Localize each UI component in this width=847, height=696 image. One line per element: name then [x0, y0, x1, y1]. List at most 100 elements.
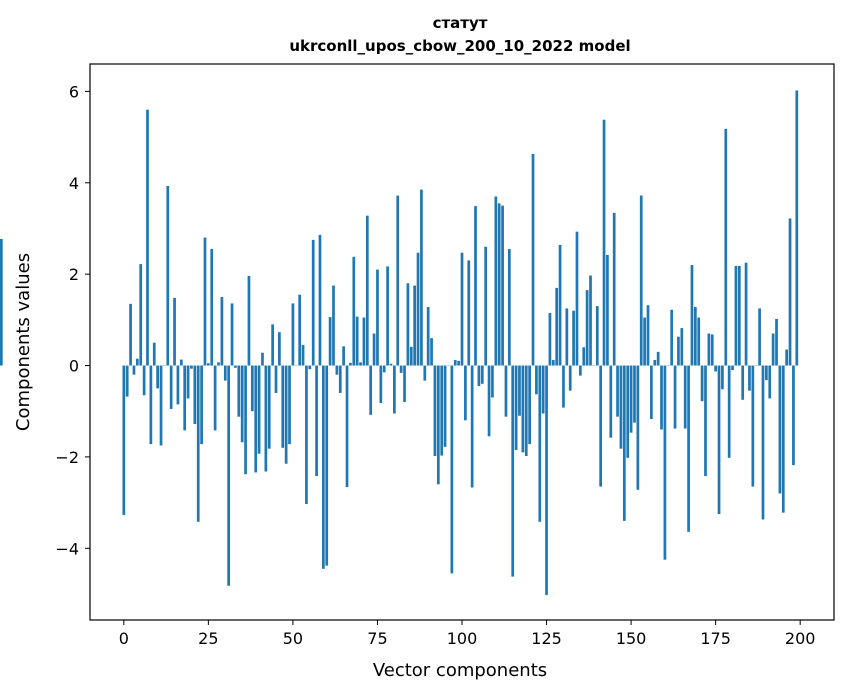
bar-153 [639, 195, 643, 366]
bar-196 [785, 349, 789, 366]
bar-192 [771, 333, 775, 366]
bar-100 [460, 252, 464, 366]
bar-71 [362, 317, 366, 366]
bar-129 [558, 244, 562, 366]
bar-154 [643, 317, 646, 366]
y-tick-label: −4 [55, 539, 79, 558]
bar-41 [261, 352, 264, 366]
bar-109 [491, 365, 494, 398]
bar-32 [230, 303, 234, 366]
bar-130 [562, 365, 565, 408]
bar-14 [169, 365, 173, 409]
bar-2 [129, 303, 132, 366]
bar-198 [792, 365, 795, 466]
bar-84 [406, 283, 410, 366]
bar-26 [210, 249, 214, 366]
bar-114 [507, 249, 511, 366]
bar-85 [409, 346, 413, 366]
bar-124 [541, 365, 545, 414]
bar-181 [734, 265, 738, 366]
bar-97 [450, 365, 454, 574]
bar-199 [795, 90, 799, 366]
bar-98 [453, 360, 457, 366]
bar-89 [423, 365, 427, 381]
bar-144 [609, 365, 613, 438]
bar-171 [700, 365, 704, 402]
bar-33 [234, 365, 237, 368]
bar-45 [274, 365, 278, 393]
bar-107 [484, 246, 488, 366]
bar-145 [612, 212, 616, 366]
bar-95 [443, 365, 447, 447]
bar-16 [176, 365, 180, 405]
bar-28 [217, 362, 220, 366]
bar-38 [250, 365, 254, 412]
bar-81 [396, 195, 400, 366]
x-tick-label: 100 [447, 629, 478, 648]
bar-25 [207, 363, 210, 366]
bar-42 [264, 365, 268, 472]
bar-50 [291, 303, 295, 366]
bar-122 [535, 365, 538, 395]
bar-194 [778, 365, 782, 494]
bars-group [0, 90, 799, 595]
bar-159 [660, 365, 663, 430]
bar-59 [321, 365, 325, 569]
bar-68 [352, 256, 356, 366]
bar-47 [281, 365, 285, 448]
bar-147 [619, 365, 623, 449]
bar-62 [332, 285, 335, 366]
bar-11 [159, 365, 163, 446]
bar-69 [355, 316, 359, 366]
bar-3 [132, 365, 136, 375]
bar-155 [646, 305, 650, 366]
y-axis-label: Components values [13, 253, 34, 431]
bar-86 [413, 285, 417, 366]
bar-39 [254, 365, 258, 473]
bar-49 [288, 365, 291, 445]
bar-177 [721, 365, 724, 390]
bar-160 [663, 365, 667, 560]
bar-40 [257, 365, 261, 454]
bar-91 [430, 338, 433, 366]
bar-117 [518, 365, 521, 416]
bar-138 [589, 275, 592, 366]
bar-87 [416, 252, 420, 366]
bar-55 [308, 365, 312, 370]
bar-21 [193, 365, 197, 425]
bar-150 [629, 365, 633, 433]
bar-63 [335, 365, 339, 375]
bar-132 [568, 365, 572, 391]
bar-93 [436, 365, 440, 485]
bar-169 [693, 307, 697, 366]
bar-186 [751, 365, 755, 487]
bar-190 [765, 365, 768, 381]
bar-149 [626, 365, 630, 458]
bar-103 [470, 365, 474, 488]
bar-1 [125, 365, 129, 397]
bar-80 [393, 365, 396, 414]
bar-152 [636, 365, 640, 490]
bar-126 [548, 312, 552, 366]
bar-163 [673, 365, 677, 429]
bar-46 [278, 332, 281, 366]
bar-197 [788, 218, 792, 366]
bar-170 [697, 317, 701, 366]
bar-182 [737, 265, 741, 366]
bar-137 [585, 290, 589, 366]
bar-111 [497, 203, 501, 366]
bar-6 [142, 365, 146, 396]
bar-58 [318, 234, 322, 366]
bar-164 [677, 336, 680, 366]
bar-106 [480, 365, 484, 384]
bar-20 [190, 365, 193, 369]
bar-44 [271, 324, 274, 366]
bar-13 [166, 185, 170, 366]
y-tick-label: 0 [69, 357, 79, 376]
bar-31 [227, 365, 231, 586]
bar-29 [220, 297, 224, 366]
bar-128 [555, 287, 559, 366]
x-axis-ticks: 0 25 50 75 100 125 150 175 200 [119, 620, 815, 648]
bar-176 [717, 365, 721, 515]
